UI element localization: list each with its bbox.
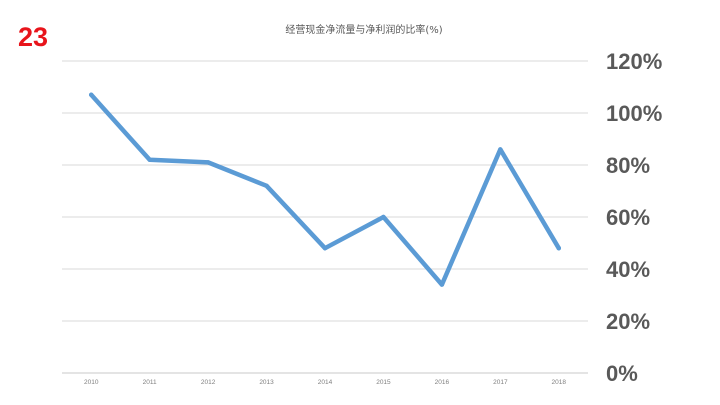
x-tick-label: 2015 — [376, 379, 391, 386]
y-tick-label: 20% — [606, 309, 650, 334]
x-tick-label: 2010 — [84, 379, 99, 386]
x-tick-label: 2016 — [435, 379, 450, 386]
x-tick-label: 2011 — [143, 379, 157, 386]
y-tick-label: 120% — [606, 49, 662, 74]
x-tick-label: 2013 — [259, 379, 274, 386]
data-point — [439, 282, 445, 287]
y-axis-ticks: 0% 20% 40% 60% 80% 100% 120% — [606, 49, 662, 386]
data-point — [381, 214, 386, 220]
data-point — [147, 157, 152, 162]
data-point — [264, 183, 269, 188]
chart-title: 经营现金净流量与净利润的比率(%) — [285, 25, 443, 36]
x-tick-label: 2018 — [552, 379, 567, 386]
data-point — [322, 246, 328, 251]
y-tick-label: 40% — [606, 257, 650, 282]
data-point — [89, 92, 94, 98]
data-point — [498, 147, 503, 152]
x-axis-ticks: 2010 2011 2012 2013 2014 2015 2016 2017 2018 — [84, 379, 566, 386]
y-tick-label: 0% — [606, 361, 638, 386]
x-tick-label: 2017 — [493, 379, 508, 386]
series-layer — [88, 92, 562, 287]
data-point — [205, 160, 211, 165]
y-tick-label: 80% — [606, 153, 650, 178]
y-tick-label: 60% — [606, 205, 650, 230]
data-point — [556, 246, 561, 251]
gridlines — [62, 60, 588, 374]
y-tick-label: 100% — [606, 101, 662, 126]
x-tick-label: 2014 — [318, 379, 333, 386]
series-line — [88, 92, 562, 287]
x-tick-label: 2012 — [201, 379, 216, 386]
slide-number: 23 — [18, 22, 49, 52]
